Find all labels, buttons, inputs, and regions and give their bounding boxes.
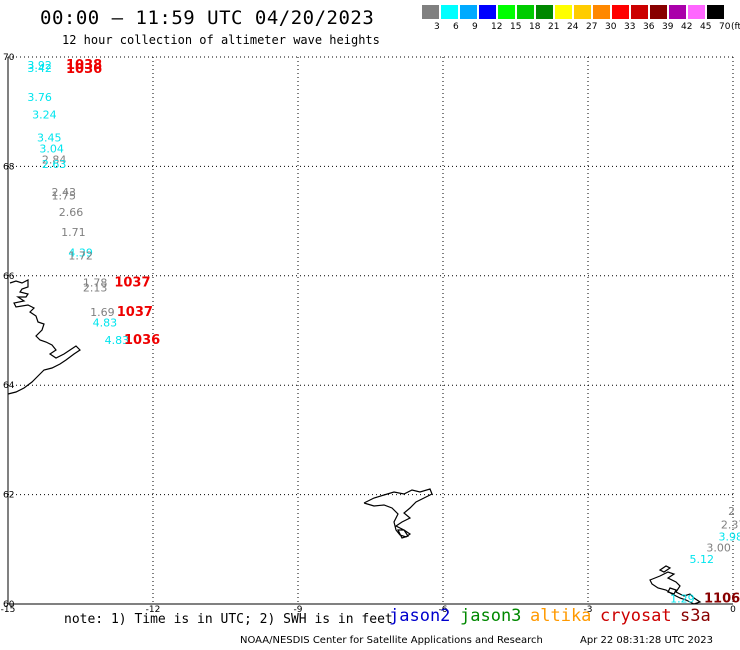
wave-height-label: 2.84 xyxy=(42,153,66,166)
legend-swatch xyxy=(707,5,724,19)
wave-height-label: 3.76 xyxy=(27,91,52,104)
wave-height-label: 2.37 xyxy=(721,519,740,532)
legend-swatch xyxy=(669,5,686,19)
latitude-tick-label: 62 xyxy=(3,491,14,501)
wave-height-label: 5.12 xyxy=(690,553,715,566)
wave-height-label: 1.69 xyxy=(90,306,115,319)
wave-height-label: 2.13 xyxy=(83,281,108,294)
wave-height-label: 3.04 xyxy=(39,142,64,155)
wave-height-label: 3.45 xyxy=(37,131,62,144)
legend-swatch xyxy=(498,5,515,19)
latitude-tick-label: 64 xyxy=(3,381,15,391)
legend-bin-label: 3 xyxy=(434,22,440,32)
legend-bin-label: 27 xyxy=(586,22,598,32)
legend-swatch xyxy=(631,5,648,19)
wave-height-label: 4.83 xyxy=(105,334,129,347)
wave-height-label: 1.75 xyxy=(52,189,77,202)
legend-swatch xyxy=(536,5,553,19)
legend-bin-label: 36 xyxy=(643,22,655,32)
legend-bin-label: 45 xyxy=(700,22,712,32)
legend-bin-label: 39 xyxy=(662,22,674,32)
faroe-islands-coastline xyxy=(363,488,433,539)
legend-bin-label: 12 xyxy=(491,22,503,32)
satellite-name-s3a: s3a xyxy=(680,606,711,626)
axis-tick-labels: -15 -12 -9 -6 -3 0 70 68 66 64 62 60 xyxy=(1,53,736,615)
legend-swatch xyxy=(460,5,477,19)
legend-bin-label: 33 xyxy=(624,22,636,32)
legend-swatch xyxy=(688,5,705,19)
wave-height-label: 1.71 xyxy=(61,226,86,239)
iceland-coastline xyxy=(7,279,81,395)
legend-bin-label: 70 xyxy=(719,22,731,32)
pass-time-label: 1036 xyxy=(124,333,160,348)
legend-swatch xyxy=(517,5,534,19)
satellite-name-jason3: jason3 xyxy=(460,606,522,626)
longitude-tick-label: -3 xyxy=(584,605,593,615)
legend-bin-label: 21 xyxy=(548,22,560,32)
wave-height-observations: 3.923.42 103810363.763.243.453.042.842.63… xyxy=(27,58,740,606)
wave-height-label: 2.43 xyxy=(52,186,77,199)
wave-height-label: 1.29 xyxy=(670,593,695,606)
wave-height-label: 1.78 xyxy=(83,276,108,289)
legend-bin-label: 6 xyxy=(453,22,459,32)
legend-bin-label: 24 xyxy=(567,22,579,32)
longitude-tick-label: -15 xyxy=(1,605,16,615)
map-subtitle: 12 hour collection of altimeter wave hei… xyxy=(62,33,380,47)
longitude-tick-label: -6 xyxy=(439,605,448,615)
pass-time-label: 1038 xyxy=(66,58,102,73)
map-grid xyxy=(7,56,734,605)
longitude-tick-label: 0 xyxy=(730,605,736,615)
footnote: note: 1) Time is in UTC; 2) SWH is in fe… xyxy=(64,612,393,627)
wave-height-label: 4.39 xyxy=(68,246,93,259)
legend-unit: (ft) xyxy=(731,22,740,32)
pass-time-label: 1037 xyxy=(117,305,153,320)
wave-height-label: 1.72 xyxy=(68,250,93,263)
latitude-tick-label: 66 xyxy=(3,272,15,282)
legend-bin-label: 18 xyxy=(529,22,541,32)
footer-timestamp: Apr 22 08:31:28 UTC 2023 xyxy=(580,635,713,646)
wave-height-label: 2 xyxy=(728,505,735,518)
legend-bin-label: 30 xyxy=(605,22,617,32)
legend-bin-label: 9 xyxy=(472,22,478,32)
longitude-tick-label: -9 xyxy=(294,605,303,615)
satellite-name-altika: altika xyxy=(530,606,592,626)
satellite-name-jason2: jason2 xyxy=(389,606,451,626)
legend-swatch xyxy=(555,5,572,19)
legend-swatch xyxy=(422,5,439,19)
shetland-islands-coastline xyxy=(649,565,702,605)
wave-height-label: 2.66 xyxy=(59,206,84,219)
legend-swatch xyxy=(479,5,496,19)
wave-height-label: 3.42 xyxy=(27,62,52,75)
legend-swatch xyxy=(650,5,667,19)
pass-time-label: 1106 xyxy=(704,592,740,607)
legend-swatch xyxy=(593,5,610,19)
legend-swatch xyxy=(441,5,458,19)
map-title: 00:00 – 11:59 UTC 04/20/2023 xyxy=(40,7,375,29)
legend-bin-label: 42 xyxy=(681,22,693,32)
coastlines xyxy=(7,279,702,605)
wave-height-label: 4.83 xyxy=(93,316,118,329)
wave-height-label: 3.92 xyxy=(27,59,52,72)
legend-swatch xyxy=(612,5,629,19)
longitude-tick-label: -12 xyxy=(146,605,161,615)
satellite-name-cryosat: cryosat xyxy=(600,606,672,626)
legend-bin-label: 15 xyxy=(510,22,522,32)
pass-time-label: 1036 xyxy=(66,62,102,77)
latitude-tick-label: 68 xyxy=(3,162,15,172)
wave-height-label: 3.98 xyxy=(719,531,740,544)
latitude-tick-label: 70 xyxy=(3,53,15,63)
pass-time-label: 1037 xyxy=(114,275,150,290)
wave-height-label: 2.63 xyxy=(42,158,66,171)
legend-swatch xyxy=(574,5,591,19)
wave-height-label: 3.00 xyxy=(706,542,731,555)
wave-height-label: 3.24 xyxy=(32,108,57,121)
latitude-tick-label: 60 xyxy=(3,600,15,610)
footer-credit: NOAA/NESDIS Center for Satellite Applica… xyxy=(240,635,543,646)
